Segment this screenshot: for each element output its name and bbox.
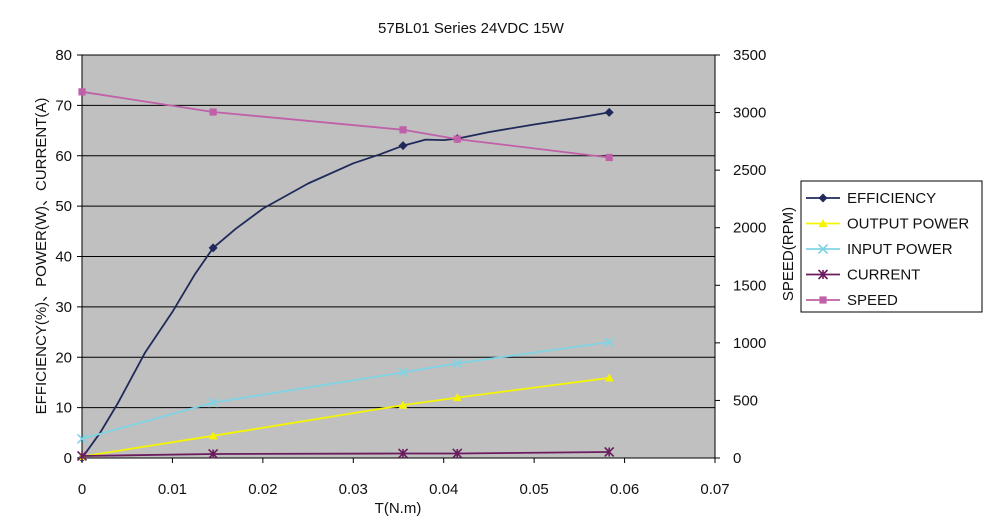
left-y-tick-label: 80 (55, 47, 72, 64)
data-point-input-power (397, 367, 409, 378)
data-point-input-power (208, 397, 219, 408)
left-y-tick-label: 40 (55, 249, 72, 266)
chart-title: 57BL01 Series 24VDC 15W (378, 20, 565, 37)
data-point-current (604, 446, 615, 458)
series-line-efficiency (81, 111, 610, 459)
x-tick-label: 0.06 (610, 481, 639, 498)
legend-swatch-marker (818, 193, 828, 203)
right-y-axis-label: SPEED(RPM) (780, 207, 797, 301)
legend-item-input-power: INPUT POWER (806, 241, 953, 258)
x-tick-label: 0.02 (248, 481, 277, 498)
x-tick-label: 0.04 (429, 481, 458, 498)
right-y-tick-label: 1000 (733, 335, 766, 352)
legend-item-current: CURRENT (806, 267, 920, 284)
right-y-tick-label: 2000 (733, 220, 766, 237)
series-current (76, 446, 615, 462)
data-point-speed (78, 88, 86, 96)
data-point-current (76, 450, 88, 462)
right-y-tick-label: 1500 (733, 277, 766, 294)
data-point-efficiency (398, 141, 408, 151)
data-point-efficiency (208, 243, 218, 253)
legend: EFFICIENCY OUTPUT POWER INPUT POWER CURRENT… (800, 180, 983, 313)
data-point-output-power (604, 373, 614, 382)
data-point-input-power (452, 358, 463, 369)
series-speed (78, 88, 613, 162)
left-y-tick-label: 30 (55, 299, 72, 316)
data-point-input-power (76, 433, 88, 444)
data-point-current (208, 448, 219, 460)
left-y-tick-label: 0 (64, 450, 72, 467)
right-y-tick-label: 500 (733, 392, 758, 409)
legend-swatch-marker (818, 219, 828, 228)
series-input-power (76, 337, 615, 444)
data-point-speed (453, 135, 461, 143)
data-point-current (397, 448, 409, 459)
x-tick-label: 0.01 (158, 481, 187, 498)
x-tick-label: 0.07 (700, 481, 729, 498)
legend-label: SPEED (847, 292, 898, 309)
legend-label: INPUT POWER (847, 241, 953, 258)
left-y-tick-label: 50 (55, 198, 72, 215)
data-point-speed (605, 153, 613, 162)
series-layer (76, 88, 615, 463)
data-point-speed (209, 108, 217, 116)
data-point-output-power (452, 393, 462, 402)
left-y-tick-label: 10 (55, 400, 72, 417)
left-y-tick-label: 20 (55, 349, 72, 366)
right-y-tick-label: 2500 (733, 162, 766, 179)
legend-swatch-marker (819, 296, 827, 304)
x-tick-label: 0.03 (339, 481, 368, 498)
left-y-tick-label: 60 (55, 148, 72, 165)
data-point-output-power (398, 400, 408, 409)
left-y-axis-ticks: 0 10 20 30 40 50 60 70 80 (55, 47, 82, 467)
x-tick-label: 0.05 (520, 481, 549, 498)
data-point-speed (399, 126, 407, 134)
legend-swatch-marker (817, 243, 829, 255)
legend-item-output-power: OUTPUT POWER (806, 216, 969, 233)
legend-item-efficiency: EFFICIENCY (806, 190, 936, 207)
series-efficiency (77, 107, 614, 463)
legend-label: CURRENT (847, 267, 920, 284)
data-point-input-power (604, 337, 615, 348)
legend-swatch-marker (817, 269, 829, 280)
right-y-tick-label: 3500 (733, 47, 766, 64)
legend-box (800, 180, 983, 313)
x-axis-ticks: 0 0.01 0.02 0.03 0.04 0.05 0.06 0.07 (78, 458, 730, 498)
left-y-tick-label: 70 (55, 97, 72, 114)
right-y-tick-label: 0 (733, 450, 741, 467)
right-y-tick-label: 3000 (733, 105, 766, 122)
data-point-output-power (208, 431, 218, 440)
legend-label: OUTPUT POWER (847, 216, 969, 233)
data-point-current (452, 448, 463, 459)
right-y-axis-ticks: 0 500 1000 1500 2000 2500 3000 3500 (715, 47, 766, 467)
left-y-axis-label: EFFICIENCY(%)、POWER(W)、CURRENT(A) (33, 98, 50, 415)
data-point-efficiency (604, 107, 614, 117)
legend-label: EFFICIENCY (847, 190, 936, 207)
legend-item-speed: SPEED (806, 292, 898, 309)
x-tick-label: 0 (78, 481, 86, 498)
x-axis-label: T(N.m) (375, 500, 422, 517)
